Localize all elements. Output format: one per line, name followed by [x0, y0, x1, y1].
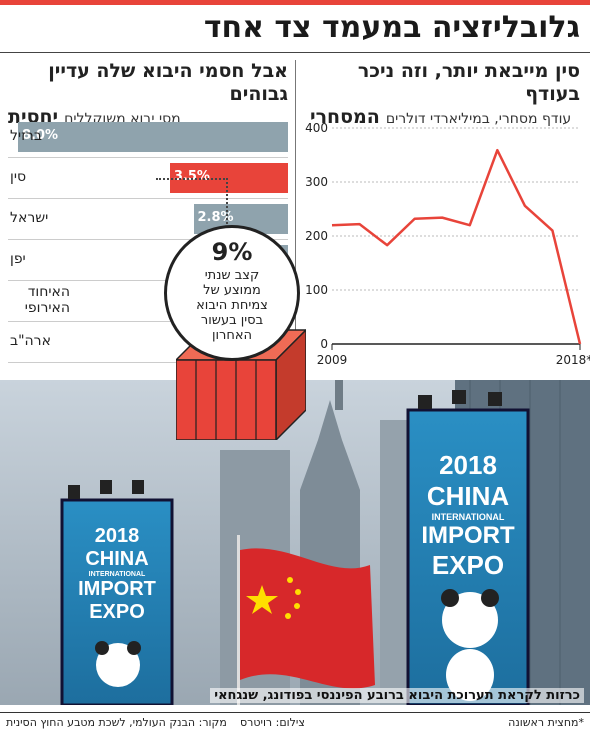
bar-category-label: האיחוד האירופי	[24, 284, 70, 316]
trade-surplus-line-chart: 0 100 200 300 400 2009 2018*	[305, 121, 590, 367]
y-tick-label: 200	[305, 229, 328, 243]
y-tick-label: 0	[320, 337, 328, 351]
poster-line: 2018	[94, 525, 140, 547]
surplus-title-line2: המסחרי	[310, 106, 380, 128]
bar-value-label: 2.8%	[197, 210, 234, 225]
bar-category-label: סין	[10, 169, 27, 185]
bar: 8.0%	[18, 122, 288, 152]
bar-category-label: יפן	[10, 251, 26, 267]
poster-line: EXPO	[431, 550, 505, 580]
bar-row: 8.0% ברזיל	[8, 122, 288, 158]
poster-line: CHINA	[85, 548, 149, 570]
poster-line: IMPORT	[78, 578, 156, 600]
bar-value-label: 8.0%	[22, 128, 59, 143]
import-growth-callout: 9% קצב שנתי ממוצע של צמיחת היבוא בסין בע…	[164, 225, 300, 361]
x-tick-label: 2018*	[556, 353, 590, 367]
right-poster-text: 2018 CHINA INTERNATIONAL IMPORT EXPO	[408, 450, 528, 581]
y-tick-label: 300	[305, 175, 328, 189]
bar-divider	[8, 198, 288, 199]
bar-value-label: 3.5%	[173, 169, 210, 184]
poster-line: EXPO	[89, 601, 145, 623]
surplus-series-line	[331, 148, 582, 345]
poster-line: 2018	[439, 450, 497, 480]
tariff-title-text: אבל חסמי היבוא שלה עדיין גבוהים	[48, 60, 288, 105]
header-divider	[0, 52, 590, 53]
column-divider	[295, 60, 296, 370]
poster-line: CHINA	[426, 481, 510, 511]
bar-divider	[8, 239, 288, 240]
y-tick-label: 100	[305, 283, 328, 297]
photo-credit: צילום: רויטרס	[240, 716, 305, 729]
callout-text: קצב שנתי ממוצע של צמיחת היבוא בסין בעשור…	[196, 268, 268, 343]
tariff-title: אבל חסמי היבוא שלה עדיין גבוהים יחסית מס…	[8, 60, 288, 131]
surplus-title: סין מייבאת יותר, וזה ניכר בעודף המסחרי ע…	[310, 60, 580, 131]
expo-photo: 2018 CHINA INTERNATIONAL IMPORT EXPO 201…	[0, 380, 590, 705]
headline: גלובליזציה במעמד צד אחד	[203, 10, 580, 45]
x-tick-label: 2009	[317, 353, 348, 367]
source-note: מקור: הבנק העולמי, לשכת מטבע החוץ הסינית	[6, 716, 227, 729]
poster-line: IMPORT	[421, 522, 515, 549]
bar-category-label: ברזיל	[10, 128, 42, 144]
bar-category-label: ארה"ב	[10, 333, 51, 349]
bar-divider	[8, 362, 288, 363]
poster-line: INTERNATIONAL	[431, 512, 505, 522]
footnote: *מחצית ראשונה	[508, 716, 584, 729]
photo-caption: כרזות לקראת תערוכת היבוא ברובע הפיננסי ב…	[210, 688, 584, 703]
footer-divider	[0, 712, 590, 713]
callout-value: 9%	[211, 238, 253, 266]
poster-line: INTERNATIONAL	[88, 571, 146, 578]
y-tick-label: 400	[305, 121, 328, 135]
bar-row: 3.5% סין	[8, 163, 288, 199]
callout-connector	[156, 178, 228, 228]
surplus-title-line1: סין מייבאת יותר, וזה ניכר בעודף	[357, 60, 580, 105]
bar-divider	[8, 157, 288, 158]
left-poster-text: 2018 CHINA INTERNATIONAL IMPORT EXPO	[62, 525, 172, 624]
surplus-subtitle: עודף מסחרי, במיליארדי דולרים	[385, 111, 572, 127]
accent-bar	[0, 0, 590, 5]
bar-category-label: ישראל	[10, 210, 49, 226]
bar-divider	[8, 280, 288, 281]
bar-divider	[8, 321, 288, 322]
